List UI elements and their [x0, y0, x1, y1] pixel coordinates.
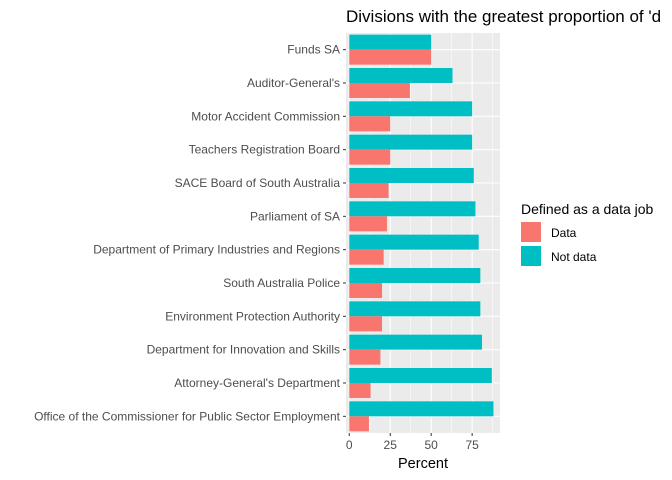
bar-data	[349, 349, 381, 365]
bar-data	[349, 183, 389, 198]
y-tick-label: Office of the Commissioner for Public Se…	[34, 409, 341, 423]
bar-data	[349, 49, 432, 65]
bar-not-data	[349, 268, 481, 283]
bars	[349, 34, 494, 432]
bar-data	[349, 316, 383, 332]
y-tick-label: Auditor-General's	[247, 76, 340, 90]
y-tick-label: Attorney-General's Department	[174, 376, 340, 390]
bar-data	[349, 249, 384, 265]
x-axis-label: Percent	[398, 456, 448, 472]
x-tick-label: 75	[465, 438, 479, 452]
bar-not-data	[349, 34, 432, 50]
y-tick-label: Department of Primary Industries and Reg…	[93, 243, 340, 257]
bar-data	[349, 149, 391, 165]
bar-data	[349, 83, 410, 98]
legend-label: Data	[551, 226, 577, 240]
plot-panel	[346, 33, 500, 433]
y-tick-label: Funds SA	[287, 43, 340, 57]
x-tick-label: 25	[384, 438, 398, 452]
x-tick-label: 0	[346, 438, 353, 452]
bar-not-data	[349, 168, 474, 183]
bar-data	[349, 216, 387, 232]
bar-not-data	[349, 301, 481, 317]
bar-not-data	[349, 334, 482, 350]
y-tick-label: Environment Protection Authority	[165, 309, 340, 323]
legend-label: Not data	[551, 250, 597, 264]
y-tick-label: Teachers Registration Board	[189, 143, 340, 157]
legend-swatch-data	[521, 222, 541, 242]
bar-not-data	[349, 234, 479, 250]
bar-not-data	[349, 368, 492, 383]
x-tick-label: 50	[425, 438, 439, 452]
legend-title: Defined as a data job	[521, 201, 654, 217]
chart-title: Divisions with the greatest proportion o…	[346, 7, 661, 26]
bar-data	[349, 283, 383, 298]
y-tick-label: Department for Innovation and Skills	[147, 343, 340, 357]
bar-data	[349, 116, 391, 132]
bar-not-data	[349, 201, 476, 217]
bar-not-data	[349, 101, 473, 117]
y-tick-label: Parliament of SA	[250, 209, 340, 223]
bar-data	[349, 416, 369, 432]
bar-not-data	[349, 134, 473, 150]
legend: Defined as a data job Data Not data	[521, 201, 654, 266]
bar-not-data	[349, 68, 453, 83]
legend-swatch-not-data	[521, 246, 541, 266]
y-tick-label: Motor Accident Commission	[191, 109, 340, 123]
y-tick-label: South Australia Police	[223, 276, 340, 290]
bar-data	[349, 383, 371, 398]
y-axis-tick-labels: Funds SA Auditor-General's Motor Accident …	[34, 43, 346, 423]
bar-not-data	[349, 401, 494, 417]
y-tick-label: SACE Board of South Australia	[175, 176, 341, 190]
x-axis-tick-labels: 0 25 50 75	[346, 433, 479, 452]
